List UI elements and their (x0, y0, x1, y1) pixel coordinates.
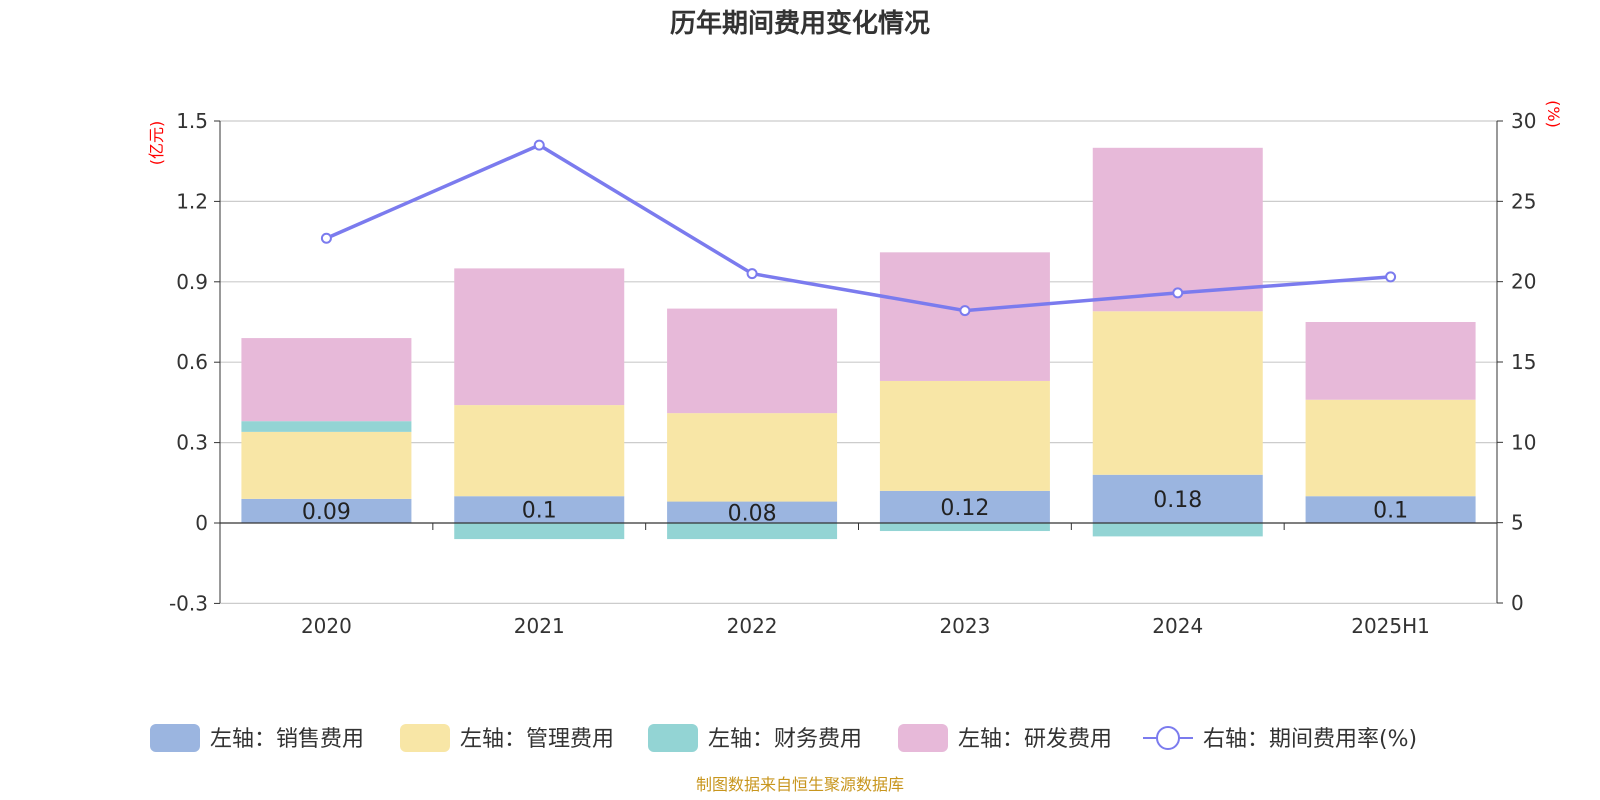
bar-segment (667, 413, 838, 502)
bar-segment (879, 490, 1050, 523)
legend-label: 右轴：期间费用率(%) (1203, 727, 1417, 752)
bar-segment (241, 431, 412, 499)
legend-label: 左轴：销售费用 (210, 727, 364, 752)
legend-swatch (898, 724, 948, 752)
bar-segment (241, 421, 412, 432)
bar-segment (454, 268, 625, 406)
bar-segment (1305, 399, 1476, 497)
rate-point (533, 139, 545, 151)
rate-point (959, 305, 971, 317)
category-label: 2024 (1152, 614, 1203, 638)
legend: 左轴：销售费用 左轴：管理费用 左轴：财务费用 左轴：研发费用 右轴：期间费用率(%) (150, 724, 1417, 752)
bar-segment (454, 496, 625, 523)
left-axis-unit: (亿元) (147, 121, 166, 166)
bar-segment (879, 380, 1050, 491)
bar-data-label: 0.1 (522, 499, 557, 524)
bar-segment (241, 498, 412, 523)
legend-label: 左轴：财务费用 (708, 727, 862, 752)
category-label: 2022 (727, 614, 778, 638)
rate-point (746, 268, 758, 280)
source-note: 制图数据来自恒生聚源数据库 (696, 775, 904, 794)
right-tick-label: 0 (1511, 591, 1524, 615)
bar-segment (667, 308, 838, 414)
category-label: 2025H1 (1351, 614, 1430, 638)
bar-segment (1092, 311, 1263, 475)
grid-lines (220, 120, 1497, 605)
bar-segment (879, 523, 1050, 532)
right-tick-label: 30 (1511, 109, 1536, 133)
rate-point (1385, 271, 1397, 283)
bar-segment (1092, 523, 1263, 537)
legend-swatch (648, 724, 698, 752)
legend-swatch (400, 724, 450, 752)
bar-data-label: 0.18 (1153, 488, 1202, 513)
bar-data-label: 0.1 (1373, 499, 1408, 524)
legend-swatch (150, 724, 200, 752)
category-label: 2021 (514, 614, 565, 638)
right-tick-label: 15 (1511, 350, 1536, 374)
bars (241, 147, 1476, 540)
rate-line (320, 139, 1397, 317)
left-tick-label: 0.6 (176, 350, 208, 374)
legend-circle-swatch (1156, 726, 1180, 750)
right-tick-label: 10 (1511, 430, 1536, 454)
bar-data-label: 0.09 (302, 500, 351, 525)
bar-segment (1092, 147, 1263, 312)
chart-title: 历年期间费用变化情况 (670, 8, 930, 39)
left-tick-label: 1.5 (176, 109, 208, 133)
bar-segment (454, 405, 625, 497)
bar-data-label: 0.12 (940, 496, 989, 521)
left-tick-label: 0 (195, 511, 208, 535)
bar-segment (241, 338, 412, 422)
rate-point (320, 232, 332, 244)
bar-segment (667, 523, 838, 540)
right-axis-unit: (%) (1544, 100, 1563, 128)
right-tick-label: 25 (1511, 189, 1536, 213)
legend-label: 左轴：管理费用 (460, 727, 614, 752)
bar-segment (879, 252, 1050, 381)
bar-segment (1305, 322, 1476, 400)
data-labels: 0.09 0.1 0.08 0.12 0.18 0.1 (302, 488, 1408, 526)
rate-line-path (325, 143, 1391, 313)
legend-label: 左轴：研发费用 (958, 727, 1112, 752)
category-label: 2020 (301, 614, 352, 638)
axes: 1.5 1.2 0.9 0.6 0.3 0 -0.3 30 25 20 15 10 5 0 2020 2021… (169, 109, 1536, 638)
bar-segment (1305, 496, 1476, 523)
bar-segment (454, 523, 625, 540)
bar-segment (1092, 474, 1263, 523)
bar-segment (667, 501, 838, 523)
right-tick-label: 20 (1511, 270, 1536, 294)
left-tick-label: 1.2 (176, 189, 208, 213)
left-tick-label: -0.3 (169, 591, 208, 615)
bar-data-label: 0.08 (728, 501, 777, 526)
rate-point (1172, 287, 1184, 299)
left-tick-label: 0.3 (176, 431, 208, 455)
category-label: 2023 (939, 614, 990, 638)
left-tick-label: 0.9 (176, 270, 208, 294)
right-tick-label: 5 (1511, 511, 1524, 535)
